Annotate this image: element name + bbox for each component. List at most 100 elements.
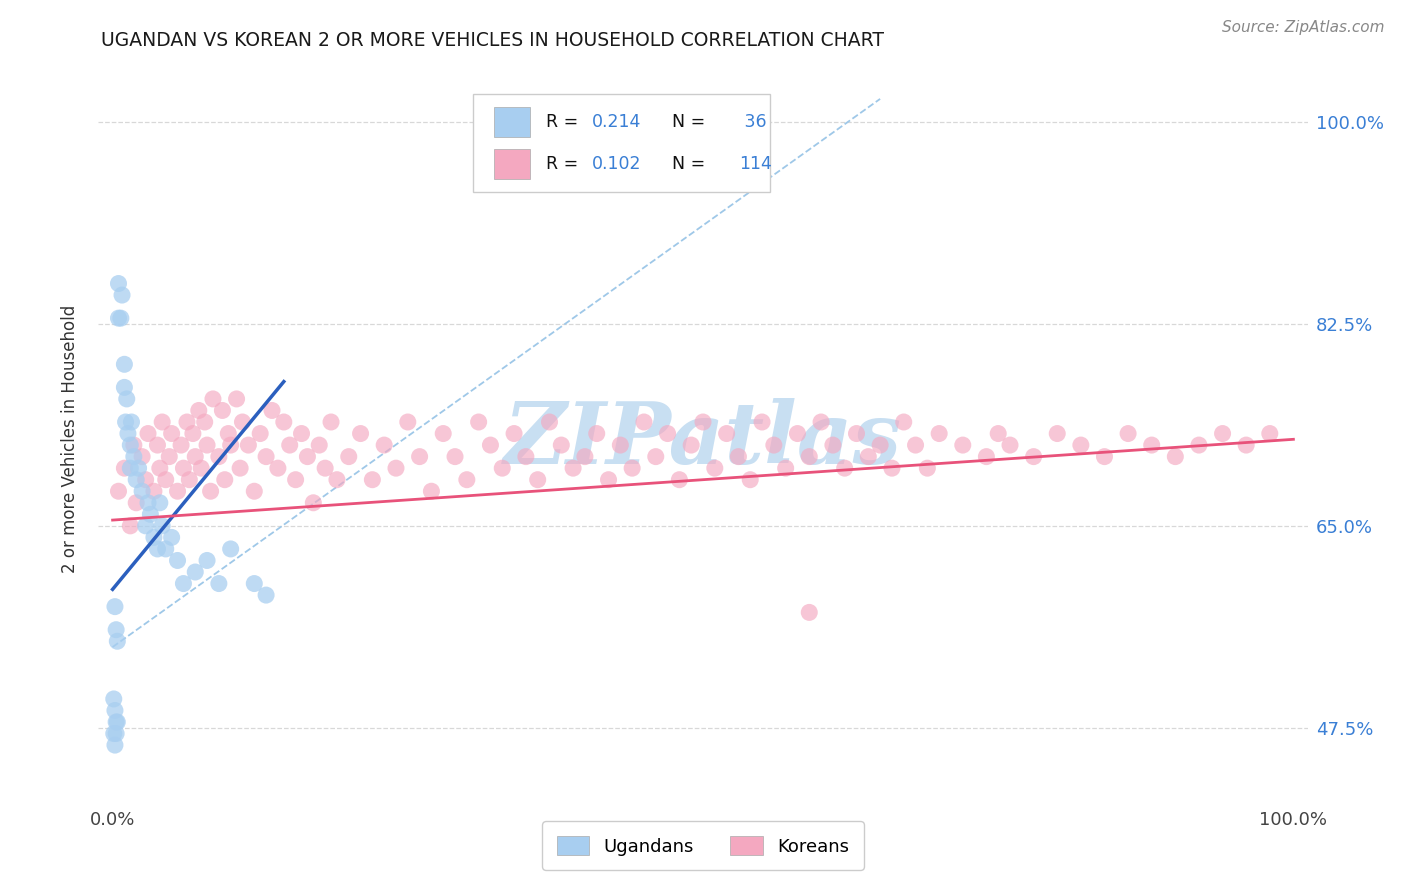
Point — [1234, 438, 1257, 452]
Point — [105, 714, 128, 729]
Point — [243, 576, 266, 591]
Point — [526, 473, 548, 487]
Point — [122, 450, 145, 464]
Point — [157, 450, 180, 464]
Point — [125, 496, 148, 510]
Point — [1070, 438, 1092, 452]
Point — [254, 588, 277, 602]
Point — [179, 473, 201, 487]
Point — [184, 450, 207, 464]
Point — [120, 461, 142, 475]
Point — [657, 426, 679, 441]
Point — [904, 438, 927, 452]
Point — [150, 415, 173, 429]
Point — [810, 415, 832, 429]
Point — [775, 461, 797, 475]
Point — [1188, 438, 1211, 452]
Point — [139, 508, 162, 522]
Point — [644, 450, 666, 464]
Legend: Ugandans, Koreans: Ugandans, Koreans — [543, 822, 863, 870]
Point — [107, 311, 129, 326]
Text: 0.102: 0.102 — [592, 155, 641, 173]
Point — [515, 450, 537, 464]
Point — [585, 426, 607, 441]
Point — [103, 692, 125, 706]
Point — [319, 415, 342, 429]
Point — [219, 438, 242, 452]
Text: ZIPatlas: ZIPatlas — [503, 398, 903, 481]
Point — [326, 473, 349, 487]
Point — [136, 426, 159, 441]
Point — [166, 484, 188, 499]
Point — [112, 380, 135, 394]
Point — [160, 426, 183, 441]
Point — [799, 450, 821, 464]
Point — [120, 438, 142, 452]
Point — [149, 496, 172, 510]
Point — [120, 519, 142, 533]
Point — [231, 415, 253, 429]
Point — [219, 541, 242, 556]
Point — [155, 473, 177, 487]
Point — [142, 530, 165, 544]
Point — [217, 426, 239, 441]
Point — [284, 473, 307, 487]
Point — [751, 415, 773, 429]
Point — [987, 426, 1010, 441]
Point — [214, 473, 236, 487]
Point — [1116, 426, 1139, 441]
Point — [104, 738, 127, 752]
Point — [420, 484, 443, 499]
Point — [200, 484, 222, 499]
Point — [1046, 426, 1069, 441]
Text: N =: N = — [661, 155, 710, 173]
Point — [146, 438, 169, 452]
Point — [845, 426, 868, 441]
Point — [155, 541, 177, 556]
Point — [105, 623, 128, 637]
Point — [467, 415, 489, 429]
Text: N =: N = — [661, 113, 710, 131]
FancyBboxPatch shape — [474, 94, 769, 192]
Point — [290, 426, 312, 441]
Point — [361, 473, 384, 487]
Text: 0.214: 0.214 — [592, 113, 641, 131]
Point — [121, 415, 143, 429]
Point — [349, 426, 371, 441]
Point — [834, 461, 856, 475]
Y-axis label: 2 or more Vehicles in Household: 2 or more Vehicles in Household — [60, 305, 79, 574]
Point — [128, 461, 150, 475]
Point — [136, 496, 159, 510]
Point — [112, 357, 135, 371]
Point — [479, 438, 502, 452]
Text: UGANDAN VS KOREAN 2 OR MORE VEHICLES IN HOUSEHOLD CORRELATION CHART: UGANDAN VS KOREAN 2 OR MORE VEHICLES IN … — [101, 31, 884, 50]
Point — [166, 553, 188, 567]
Point — [396, 415, 419, 429]
Point — [740, 473, 762, 487]
Point — [131, 450, 153, 464]
Point — [456, 473, 478, 487]
Point — [538, 415, 561, 429]
Point — [114, 415, 136, 429]
Point — [621, 461, 644, 475]
Point — [821, 438, 844, 452]
Point — [692, 415, 714, 429]
Point — [149, 461, 172, 475]
Point — [172, 461, 194, 475]
Point — [893, 415, 915, 429]
FancyBboxPatch shape — [494, 149, 530, 179]
Point — [107, 277, 129, 291]
Point — [105, 714, 128, 729]
Point — [716, 426, 738, 441]
Point — [131, 484, 153, 499]
Text: 114: 114 — [740, 155, 772, 173]
Point — [786, 426, 808, 441]
Point — [668, 473, 690, 487]
Point — [195, 438, 218, 452]
Point — [229, 461, 252, 475]
Point — [225, 392, 247, 406]
Point — [278, 438, 301, 452]
Point — [703, 461, 725, 475]
Point — [337, 450, 360, 464]
Point — [260, 403, 283, 417]
